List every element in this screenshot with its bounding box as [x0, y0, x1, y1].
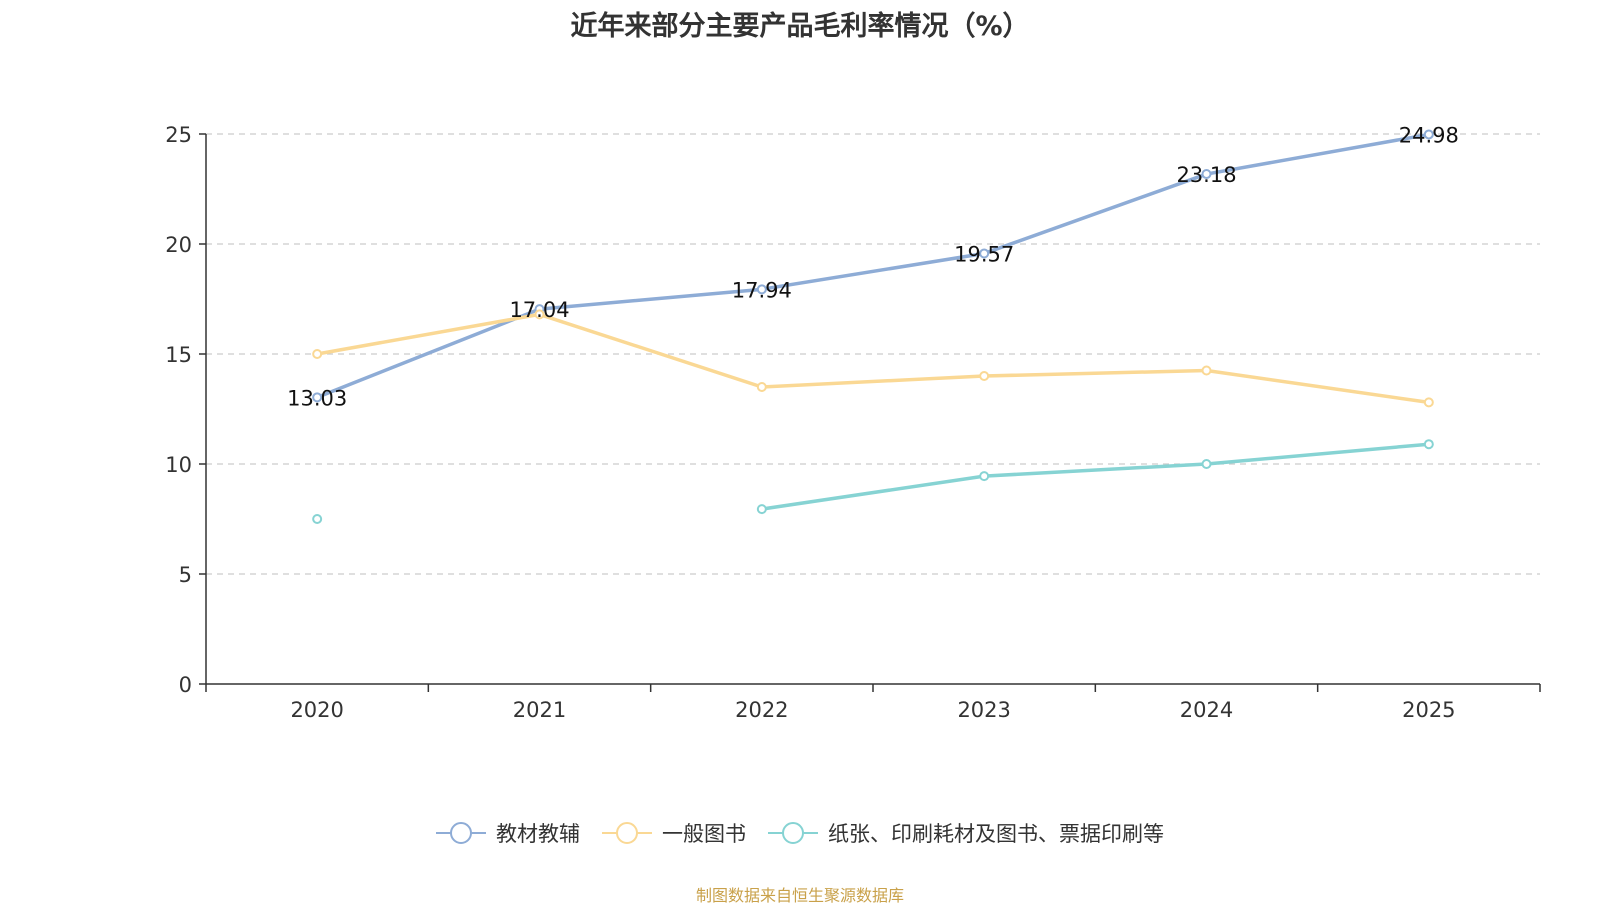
gridlines — [206, 133, 1540, 575]
data-label: 13.03 — [287, 386, 347, 410]
data-point[interactable] — [312, 514, 323, 524]
data-labels: 13.03 17.04 17.94 19.57 23.18 24.98 — [287, 123, 1459, 410]
data-point[interactable] — [1201, 459, 1212, 469]
legend-item-series-3[interactable]: 纸张、印刷耗材及图书、票据印刷等 — [768, 818, 1164, 848]
data-point[interactable] — [756, 284, 767, 295]
chart-title: 近年来部分主要产品毛利率情况（%） — [570, 11, 1030, 42]
y-tick-label: 5 — [179, 563, 192, 587]
data-label: 19.57 — [954, 242, 1014, 266]
data-point[interactable] — [312, 349, 323, 359]
data-point[interactable] — [312, 392, 323, 403]
data-point[interactable] — [979, 371, 990, 381]
data-point[interactable] — [1423, 397, 1434, 408]
data-label: 17.94 — [732, 278, 792, 302]
series-line-2 — [316, 312, 1430, 405]
legend-item-series-2[interactable]: 一般图书 — [602, 818, 746, 848]
data-point[interactable] — [756, 504, 767, 515]
data-point[interactable] — [979, 471, 990, 482]
source-note: 制图数据来自恒生聚源数据库 — [695, 886, 904, 905]
x-tick-label: 2024 — [1180, 698, 1233, 722]
data-label: 17.04 — [509, 298, 569, 322]
data-point[interactable] — [979, 248, 990, 259]
series-line-1 — [316, 132, 1430, 399]
legend-label: 纸张、印刷耗材及图书、票据印刷等 — [828, 822, 1164, 846]
data-point[interactable] — [756, 382, 767, 392]
x-tick-label: 2020 — [290, 698, 343, 722]
legend-label: 教材教辅 — [496, 822, 580, 846]
data-point[interactable] — [1423, 129, 1434, 140]
legend-marker-icon — [768, 822, 818, 844]
x-tick-label: 2025 — [1402, 698, 1455, 722]
legend-marker-icon — [602, 822, 652, 844]
y-tick-label: 0 — [179, 673, 192, 697]
series-lines — [312, 129, 1434, 524]
y-tick-label: 15 — [165, 343, 192, 367]
data-point[interactable] — [1201, 169, 1212, 180]
x-tick-label: 2021 — [513, 698, 566, 722]
legend: 教材教辅 一般图书 纸张、印刷耗材及图书、票据印刷等 — [0, 818, 1600, 848]
series-line-3 — [761, 442, 1429, 511]
data-point[interactable] — [1201, 365, 1212, 376]
y-tick-label: 20 — [165, 233, 192, 257]
legend-item-series-1[interactable]: 教材教辅 — [436, 818, 580, 848]
x-tick-label: 2023 — [957, 698, 1010, 722]
y-tick-label: 25 — [165, 123, 192, 147]
x-tick-label: 2022 — [735, 698, 788, 722]
legend-label: 一般图书 — [662, 822, 746, 846]
data-point[interactable] — [534, 309, 545, 320]
legend-marker-icon — [436, 822, 486, 844]
data-point[interactable] — [1423, 439, 1434, 450]
y-tick-label: 10 — [165, 453, 192, 477]
data-label: 24.98 — [1399, 123, 1459, 147]
data-label: 23.18 — [1176, 163, 1236, 187]
